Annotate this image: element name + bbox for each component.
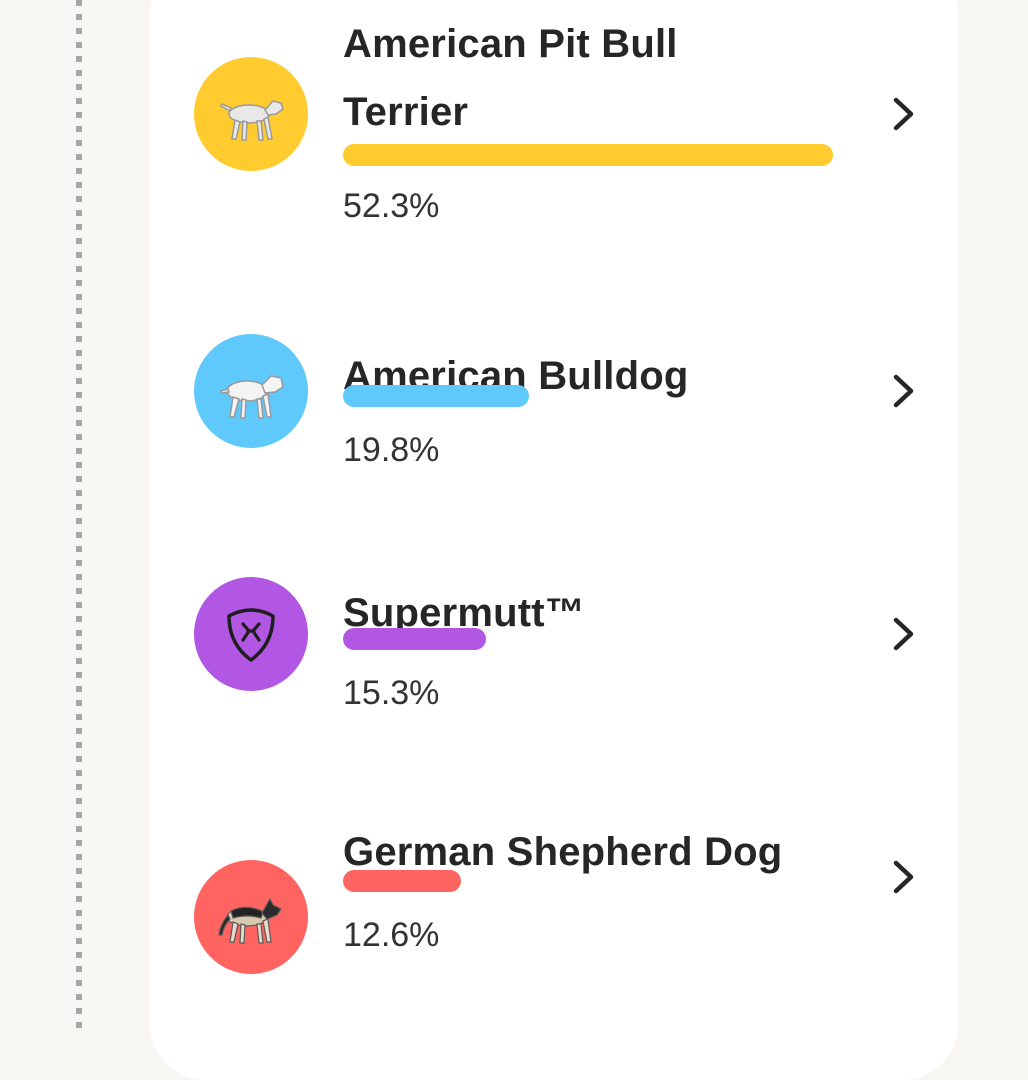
percentage-label: 12.6% xyxy=(343,916,440,954)
pit-bull-dog-icon xyxy=(220,100,284,141)
chevron-right-icon[interactable] xyxy=(888,615,918,653)
breed-avatar xyxy=(194,577,308,691)
breed-name: American Pit Bull xyxy=(343,22,678,66)
breed-row-german-shepherd-dog[interactable]: German Shepherd Dog 12.6% xyxy=(150,830,958,1000)
percentage-label: 19.8% xyxy=(343,431,440,469)
percentage-bar xyxy=(343,870,461,892)
breed-name-line-2: Terrier xyxy=(343,90,469,134)
chevron-right-icon[interactable] xyxy=(888,858,918,896)
breed-name: Supermutt™ xyxy=(343,591,585,635)
breed-avatar xyxy=(194,334,308,448)
bulldog-dog-icon xyxy=(219,375,284,419)
percentage-label: 52.3% xyxy=(343,187,440,225)
breed-avatar xyxy=(194,57,308,171)
percentage-bar xyxy=(343,385,529,407)
breed-row-supermutt[interactable]: Supermutt™ 15.3% xyxy=(150,577,958,760)
percentage-bar xyxy=(343,628,486,650)
breed-row-american-bulldog[interactable]: American Bulldog 19.8% xyxy=(150,334,958,520)
chevron-right-icon[interactable] xyxy=(888,95,918,133)
percentage-label: 15.3% xyxy=(343,674,440,712)
breed-row-american-pit-bull-terrier[interactable]: American Pit Bull Terrier 52.3% xyxy=(150,0,958,260)
breed-name: German Shepherd Dog xyxy=(343,830,783,874)
breed-avatar xyxy=(194,860,308,974)
chevron-right-icon[interactable] xyxy=(888,372,918,410)
german-shepherd-dog-icon xyxy=(218,897,282,944)
breed-breakdown-card: American Pit Bull Terrier 52.3% Ameri xyxy=(150,0,958,1080)
timeline-dotted-line xyxy=(76,0,82,1028)
percentage-bar xyxy=(343,144,833,166)
supermutt-shield-icon xyxy=(227,608,275,662)
